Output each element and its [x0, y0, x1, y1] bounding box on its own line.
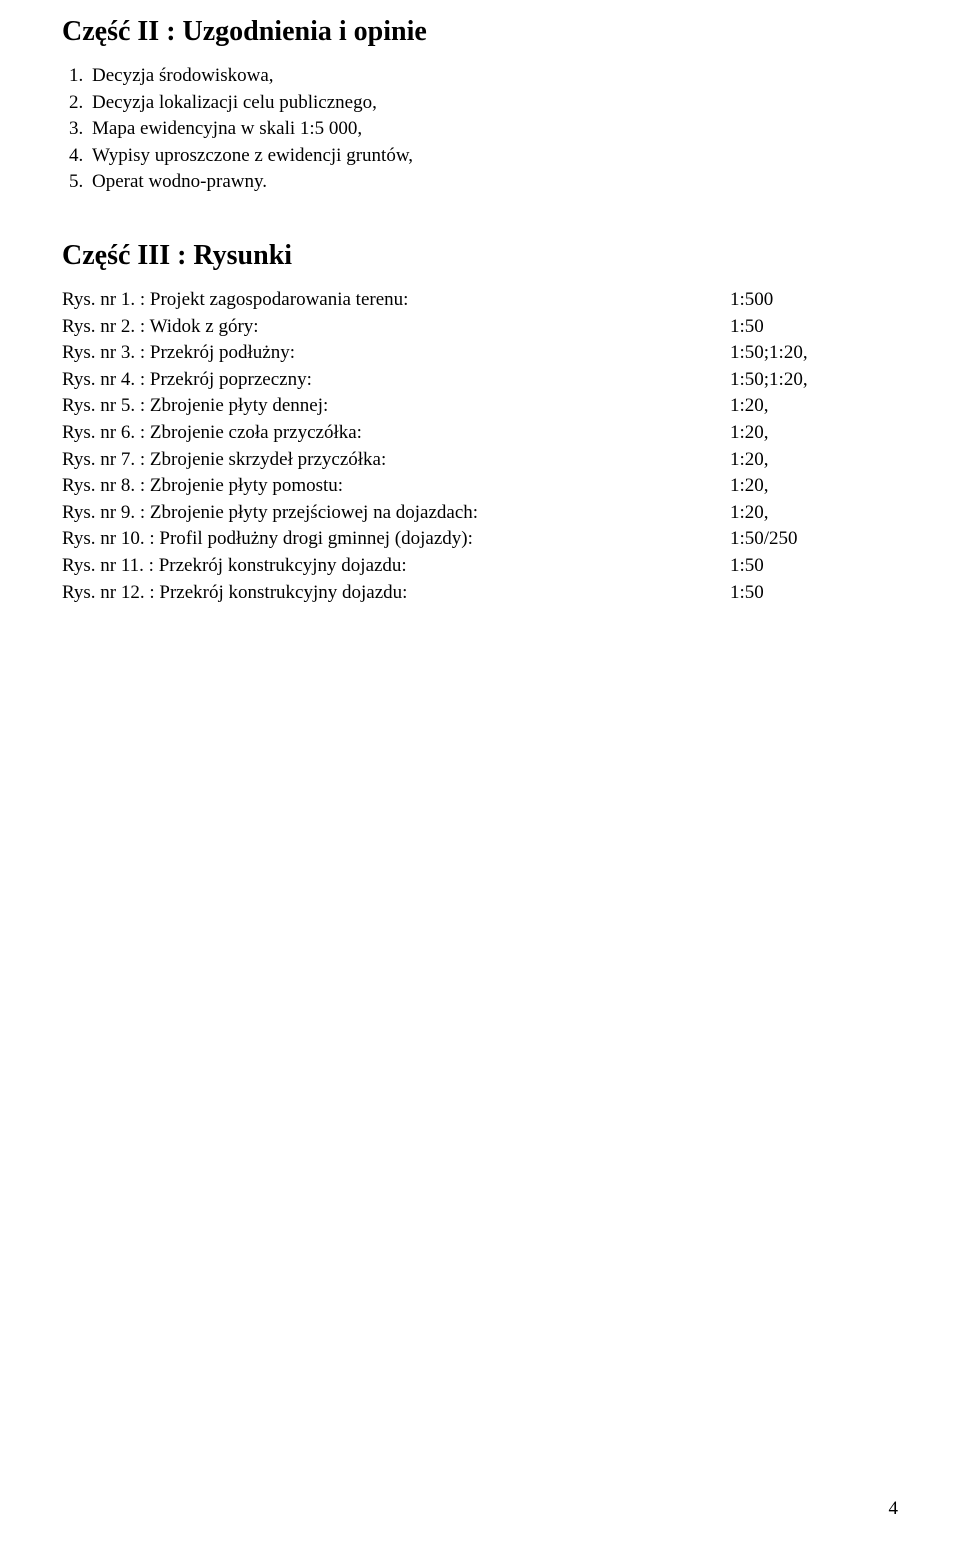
- list-item: Wypisy uproszczone z ewidencji gruntów,: [88, 143, 898, 170]
- table-row: Rys. nr 3. : Przekrój podłużny: 1:50;1:2…: [62, 340, 898, 367]
- part3-rows: Rys. nr 1. : Projekt zagospodarowania te…: [62, 287, 898, 606]
- list-item: Mapa ewidencyjna w skali 1:5 000,: [88, 116, 898, 143]
- row-label: Rys. nr 4. : Przekrój poprzeczny:: [62, 367, 718, 394]
- table-row: Rys. nr 5. : Zbrojenie płyty dennej: 1:2…: [62, 393, 898, 420]
- row-value: 1:500: [718, 287, 898, 314]
- row-value: 1:50: [718, 314, 898, 341]
- row-value: 1:50;1:20,: [718, 340, 898, 367]
- list-item: Decyzja lokalizacji celu publicznego,: [88, 90, 898, 117]
- table-row: Rys. nr 1. : Projekt zagospodarowania te…: [62, 287, 898, 314]
- table-row: Rys. nr 7. : Zbrojenie skrzydeł przyczół…: [62, 447, 898, 474]
- row-label: Rys. nr 8. : Zbrojenie płyty pomostu:: [62, 473, 718, 500]
- row-label: Rys. nr 1. : Projekt zagospodarowania te…: [62, 287, 718, 314]
- list-item: Decyzja środowiskowa,: [88, 63, 898, 90]
- row-label: Rys. nr 6. : Zbrojenie czoła przyczółka:: [62, 420, 718, 447]
- document-page: Część II : Uzgodnienia i opinie Decyzja …: [0, 0, 960, 1546]
- table-row: Rys. nr 12. : Przekrój konstrukcyjny doj…: [62, 580, 898, 607]
- row-value: 1:50;1:20,: [718, 367, 898, 394]
- row-label: Rys. nr 5. : Zbrojenie płyty dennej:: [62, 393, 718, 420]
- list-item: Operat wodno-prawny.: [88, 169, 898, 196]
- row-value: 1:20,: [718, 420, 898, 447]
- row-label: Rys. nr 11. : Przekrój konstrukcyjny doj…: [62, 553, 718, 580]
- page-number: 4: [889, 1498, 899, 1520]
- row-label: Rys. nr 9. : Zbrojenie płyty przejściowe…: [62, 500, 718, 527]
- part3-title: Część III : Rysunki: [62, 238, 898, 273]
- row-value: 1:50: [718, 553, 898, 580]
- part2-list: Decyzja środowiskowa, Decyzja lokalizacj…: [62, 63, 898, 196]
- table-row: Rys. nr 8. : Zbrojenie płyty pomostu: 1:…: [62, 473, 898, 500]
- part2-title: Część II : Uzgodnienia i opinie: [62, 14, 898, 49]
- table-row: Rys. nr 11. : Przekrój konstrukcyjny doj…: [62, 553, 898, 580]
- table-row: Rys. nr 10. : Profil podłużny drogi gmin…: [62, 526, 898, 553]
- table-row: Rys. nr 6. : Zbrojenie czoła przyczółka:…: [62, 420, 898, 447]
- table-row: Rys. nr 2. : Widok z góry: 1:50: [62, 314, 898, 341]
- row-value: 1:20,: [718, 473, 898, 500]
- table-row: Rys. nr 4. : Przekrój poprzeczny: 1:50;1…: [62, 367, 898, 394]
- row-value: 1:20,: [718, 500, 898, 527]
- row-label: Rys. nr 7. : Zbrojenie skrzydeł przyczół…: [62, 447, 718, 474]
- row-label: Rys. nr 3. : Przekrój podłużny:: [62, 340, 718, 367]
- row-label: Rys. nr 10. : Profil podłużny drogi gmin…: [62, 526, 718, 553]
- row-value: 1:50/250: [718, 526, 898, 553]
- row-label: Rys. nr 2. : Widok z góry:: [62, 314, 718, 341]
- row-value: 1:20,: [718, 447, 898, 474]
- row-label: Rys. nr 12. : Przekrój konstrukcyjny doj…: [62, 580, 718, 607]
- row-value: 1:20,: [718, 393, 898, 420]
- table-row: Rys. nr 9. : Zbrojenie płyty przejściowe…: [62, 500, 898, 527]
- row-value: 1:50: [718, 580, 898, 607]
